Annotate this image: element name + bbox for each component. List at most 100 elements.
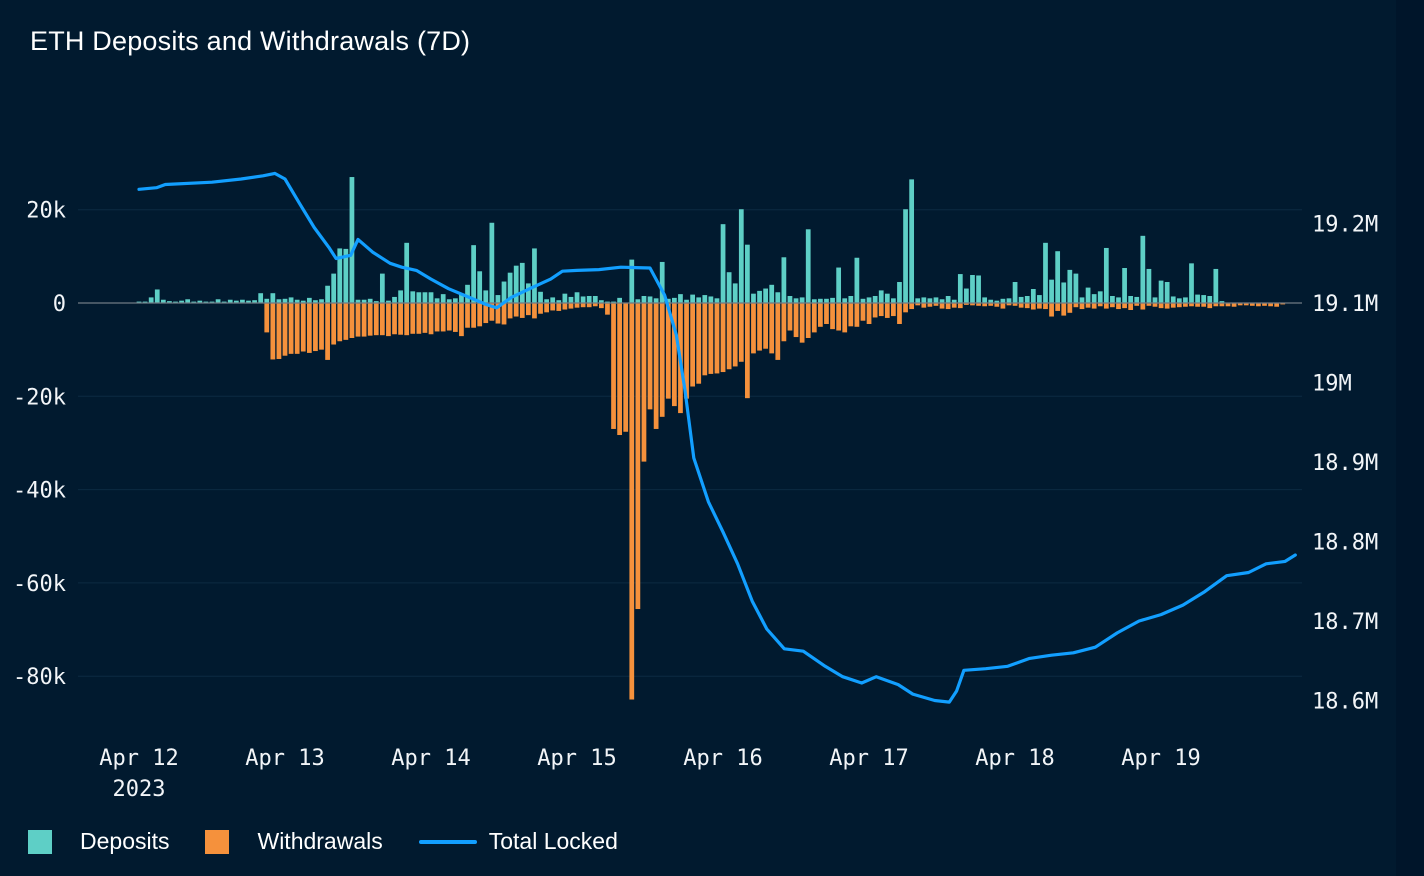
deposit-bar (1006, 298, 1012, 303)
withdrawal-bar (957, 303, 963, 309)
deposit-bar (142, 301, 148, 303)
deposit-bar (1067, 269, 1073, 303)
withdrawal-bar (781, 303, 787, 342)
deposit-bar (970, 275, 975, 303)
withdrawal-bar (641, 303, 647, 462)
withdrawal-bar (1201, 303, 1207, 307)
withdrawal-bar (830, 303, 835, 330)
withdrawal-bar (1280, 303, 1286, 305)
withdrawal-bar (1037, 303, 1042, 309)
deposit-bar (927, 298, 933, 303)
withdrawal-bar (891, 303, 896, 317)
withdrawal-bar (495, 303, 501, 324)
deposit-bar (240, 299, 245, 303)
deposit-bar (1061, 282, 1067, 303)
deposit-bar (629, 259, 635, 303)
deposit-bar (574, 292, 580, 303)
deposit-bar (209, 301, 215, 303)
deposit-bar (343, 248, 349, 303)
legend-item-withdrawals[interactable]: Withdrawals (205, 828, 383, 855)
withdrawal-bar (264, 303, 270, 333)
deposit-bar (154, 289, 160, 303)
deposit-bar (702, 295, 708, 303)
deposit-bar (410, 291, 416, 303)
deposit-bar (732, 283, 738, 303)
deposit-bar (891, 298, 896, 303)
deposit-bar (1103, 247, 1109, 303)
withdrawal-bar (355, 303, 361, 337)
deposit-bar (1079, 297, 1085, 303)
deposit-bar (848, 296, 854, 303)
deposit-bar (1012, 282, 1018, 303)
deposit-bar (580, 296, 586, 303)
withdrawal-bar (866, 303, 872, 324)
deposit-bar (708, 296, 714, 303)
deposit-bar (221, 301, 227, 303)
withdrawal-bar (1079, 303, 1085, 310)
deposit-bar (957, 274, 963, 303)
withdrawal-bar (349, 303, 355, 338)
legend-item-total-locked[interactable]: Total Locked (418, 828, 618, 855)
y-right-tick-label: 18.6M (1312, 690, 1378, 715)
withdrawal-bar (939, 303, 945, 309)
withdrawal-bar (568, 303, 574, 309)
deposit-bar (672, 297, 677, 303)
withdrawal-bar (306, 303, 312, 353)
withdrawal-bar (282, 303, 288, 356)
deposit-bar (805, 229, 811, 303)
deposit-bar (538, 291, 543, 303)
deposit-bar (392, 296, 397, 303)
withdrawal-bar (665, 303, 671, 399)
withdrawal-bar (550, 303, 556, 311)
withdrawal-bar (927, 303, 933, 307)
deposit-bar (331, 273, 337, 303)
deposit-bar (1219, 301, 1225, 303)
deposit-bar (136, 301, 142, 303)
y-right-tick-label: 18.9M (1312, 451, 1378, 476)
deposit-bar (246, 300, 251, 303)
deposit-bar (1195, 294, 1200, 303)
deposit-bar (556, 300, 562, 303)
deposit-bar (921, 297, 927, 303)
deposit-bar (939, 299, 945, 303)
withdrawal-bar (1134, 303, 1140, 306)
withdrawal-bar (556, 303, 562, 311)
y-left-tick-label: -60k (13, 572, 66, 597)
deposit-bar (233, 300, 239, 303)
deposit-bar (1000, 298, 1006, 303)
withdrawal-bar (1067, 303, 1073, 313)
withdrawal-bar (410, 303, 416, 334)
deposit-bar (842, 298, 848, 303)
withdrawal-bar (970, 303, 975, 306)
withdrawal-bar (422, 303, 428, 333)
deposit-bar (787, 296, 793, 303)
withdrawal-bar (702, 303, 708, 376)
withdrawal-bar (270, 303, 276, 360)
deposit-bar (288, 297, 294, 303)
withdrawal-bar (1110, 303, 1115, 308)
withdrawal-bar (884, 303, 890, 318)
withdrawal-bar (769, 303, 775, 354)
withdrawal-bar (337, 303, 343, 342)
deposit-bar (915, 298, 921, 303)
deposit-bar (294, 299, 300, 303)
deposit-bar (507, 272, 513, 303)
withdrawal-bar (745, 303, 750, 399)
deposit-bar (525, 283, 531, 303)
deposit-bar (562, 293, 568, 303)
deposit-bar (903, 209, 908, 303)
withdrawal-bar (446, 303, 452, 331)
deposit-bar (860, 298, 866, 303)
x-tick-sublabel: 2023 (113, 777, 166, 802)
y-right-tick-label: 19M (1312, 372, 1352, 397)
deposit-bar (964, 288, 969, 303)
withdrawal-bar (1225, 303, 1231, 307)
withdrawal-bar (714, 303, 720, 374)
deposit-bar (811, 299, 817, 303)
chart-legend: Deposits Withdrawals Total Locked (28, 828, 654, 855)
withdrawal-bar (1049, 303, 1054, 317)
deposit-bar (398, 290, 403, 303)
legend-item-deposits[interactable]: Deposits (28, 828, 169, 855)
deposit-bar (678, 294, 683, 303)
